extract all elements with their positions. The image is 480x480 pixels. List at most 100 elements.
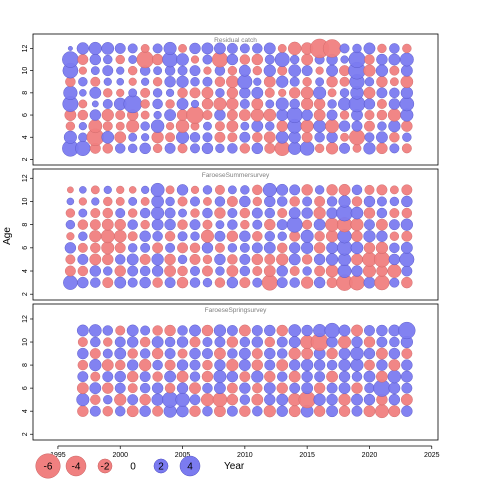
- residual-point: [315, 77, 325, 87]
- residual-point: [239, 143, 251, 154]
- residual-point: [240, 121, 250, 131]
- residual-point: [176, 276, 189, 289]
- residual-point: [326, 382, 338, 394]
- residual-point: [288, 253, 301, 266]
- residual-point: [123, 94, 142, 114]
- residual-point: [202, 132, 213, 143]
- residual-point: [326, 393, 338, 406]
- residual-point: [214, 382, 226, 395]
- residual-point: [128, 197, 138, 206]
- residual-point: [376, 336, 388, 348]
- residual-point: [251, 359, 263, 371]
- residual-point: [252, 65, 262, 76]
- residual-point: [301, 53, 314, 66]
- residual-point: [77, 219, 89, 230]
- residual-point: [151, 336, 164, 348]
- residual-point: [325, 230, 339, 243]
- residual-point: [364, 132, 375, 143]
- residual-point: [115, 405, 126, 417]
- residual-point: [390, 77, 399, 87]
- residual-point: [375, 404, 389, 419]
- panel-title: FaroeseSpringsurvey: [205, 307, 268, 314]
- residual-point: [63, 85, 78, 100]
- residual-point: [139, 265, 151, 277]
- residual-point: [76, 42, 89, 55]
- residual-point: [101, 218, 114, 231]
- residual-point: [400, 218, 413, 231]
- residual-point: [89, 348, 101, 360]
- residual-point: [114, 370, 126, 383]
- residual-point: [389, 65, 400, 76]
- x-axis: 1995 2000 2005 2010 2015 2020 2025: [50, 445, 440, 459]
- residual-point: [91, 197, 100, 206]
- residual-point: [400, 241, 413, 254]
- residual-point: [164, 370, 176, 383]
- residual-point: [165, 196, 175, 207]
- residual-point: [376, 76, 388, 88]
- residual-point: [289, 266, 300, 276]
- residual-point: [90, 277, 101, 288]
- residual-point: [238, 347, 251, 360]
- legend-bubble: [179, 455, 201, 477]
- residual-point: [226, 265, 239, 277]
- residual-point: [201, 370, 214, 383]
- residual-point: [101, 42, 115, 55]
- residual-point: [363, 207, 376, 219]
- residual-point: [239, 207, 251, 219]
- residual-point: [151, 195, 164, 208]
- residual-point: [176, 336, 189, 348]
- residual-point: [401, 265, 413, 277]
- residual-point: [226, 393, 239, 406]
- residual-point: [202, 54, 213, 65]
- residual-point: [177, 348, 188, 359]
- residual-point: [90, 371, 101, 382]
- residual-point: [189, 219, 201, 231]
- residual-point: [200, 229, 214, 243]
- residual-point: [116, 66, 125, 75]
- residual-point: [128, 243, 138, 253]
- residual-point: [276, 183, 289, 196]
- residual-point: [139, 207, 151, 219]
- residual-point: [103, 77, 112, 86]
- residual-point: [239, 131, 251, 143]
- residual-point: [77, 109, 89, 121]
- residual-point: [201, 324, 214, 337]
- residual-point: [78, 132, 88, 142]
- residual-point: [326, 207, 338, 219]
- residual-point: [327, 88, 337, 98]
- residual-point: [238, 359, 251, 371]
- residual-point: [151, 382, 164, 394]
- residual-point: [101, 359, 114, 371]
- residual-point: [238, 324, 251, 337]
- legend-label: -4: [72, 462, 81, 473]
- residual-point: [139, 382, 151, 394]
- residual-point: [227, 219, 238, 230]
- residual-point: [289, 277, 300, 288]
- residual-point: [375, 64, 389, 77]
- residual-point: [103, 337, 113, 347]
- residual-point: [76, 382, 89, 395]
- residual-point: [151, 218, 164, 231]
- residual-point: [401, 382, 413, 394]
- residual-point: [275, 97, 289, 111]
- residual-point: [340, 132, 349, 142]
- residual-point: [226, 336, 239, 348]
- residual-point: [239, 382, 251, 394]
- residual-point: [102, 143, 113, 154]
- residual-point: [276, 277, 288, 289]
- residual-point: [78, 197, 87, 206]
- residual-point: [339, 110, 350, 120]
- residual-point: [239, 43, 250, 54]
- residual-point: [64, 265, 76, 277]
- residual-point: [313, 206, 326, 220]
- residual-point: [313, 119, 326, 133]
- residual-point: [177, 231, 188, 242]
- residual-point: [91, 100, 99, 108]
- residual-point: [350, 358, 364, 372]
- residual-point: [277, 44, 287, 53]
- residual-point: [177, 254, 188, 265]
- residual-point: [202, 110, 213, 120]
- residual-point: [127, 43, 138, 54]
- residual-point: [338, 347, 351, 360]
- residual-point: [326, 347, 338, 360]
